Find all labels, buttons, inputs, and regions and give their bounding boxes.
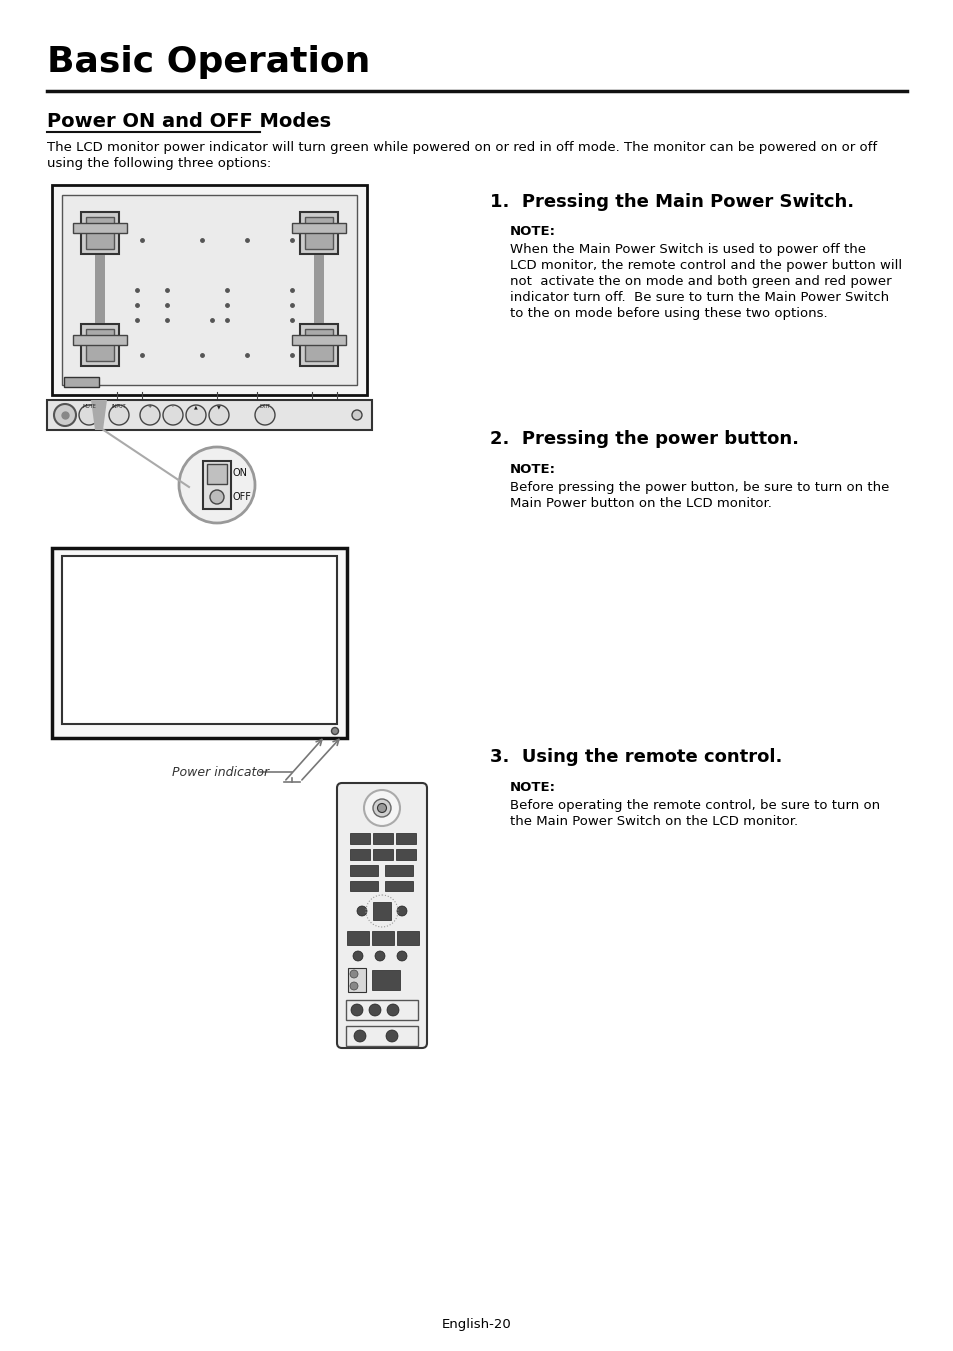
- Bar: [299, 324, 337, 366]
- Bar: [203, 461, 231, 509]
- Bar: [385, 865, 413, 875]
- Bar: [350, 834, 370, 844]
- Text: Before pressing the power button, be sure to turn on the: Before pressing the power button, be sur…: [510, 481, 888, 494]
- Circle shape: [396, 907, 407, 916]
- Bar: [347, 931, 369, 944]
- Circle shape: [387, 1004, 398, 1016]
- Circle shape: [209, 405, 229, 426]
- Text: -: -: [172, 404, 173, 409]
- Text: Basic Operation: Basic Operation: [47, 45, 370, 78]
- Bar: [305, 330, 333, 361]
- Bar: [73, 223, 127, 232]
- Text: Main Power button on the LCD monitor.: Main Power button on the LCD monitor.: [510, 497, 771, 509]
- Circle shape: [350, 982, 357, 990]
- Bar: [350, 848, 370, 861]
- Bar: [346, 1000, 417, 1020]
- Text: INPUT: INPUT: [112, 404, 126, 409]
- Bar: [73, 335, 127, 345]
- Circle shape: [373, 798, 391, 817]
- Circle shape: [356, 907, 367, 916]
- Bar: [292, 223, 346, 232]
- Circle shape: [54, 404, 76, 426]
- Circle shape: [140, 405, 160, 426]
- Bar: [52, 185, 367, 394]
- Bar: [95, 255, 105, 323]
- Bar: [305, 218, 333, 249]
- Text: ▼: ▼: [217, 404, 221, 409]
- Text: to the on mode before using these two options.: to the on mode before using these two op…: [510, 307, 827, 320]
- Text: Power ON and OFF Modes: Power ON and OFF Modes: [47, 112, 331, 131]
- Text: 1.  Pressing the Main Power Switch.: 1. Pressing the Main Power Switch.: [490, 193, 853, 211]
- Bar: [396, 931, 418, 944]
- Circle shape: [254, 405, 274, 426]
- Bar: [47, 400, 372, 430]
- Bar: [372, 931, 394, 944]
- Text: Before operating the remote control, be sure to turn on: Before operating the remote control, be …: [510, 798, 880, 812]
- Circle shape: [364, 790, 399, 825]
- Bar: [395, 848, 416, 861]
- Bar: [314, 255, 324, 323]
- Circle shape: [375, 951, 385, 961]
- FancyBboxPatch shape: [336, 784, 427, 1048]
- Circle shape: [350, 970, 357, 978]
- Circle shape: [353, 951, 363, 961]
- Text: indicator turn off.  Be sure to turn the Main Power Switch: indicator turn off. Be sure to turn the …: [510, 290, 888, 304]
- Bar: [373, 902, 391, 920]
- Polygon shape: [91, 400, 107, 430]
- Text: NOTE:: NOTE:: [510, 781, 556, 794]
- Circle shape: [109, 405, 129, 426]
- Bar: [346, 1025, 417, 1046]
- Text: ON: ON: [233, 467, 248, 478]
- Circle shape: [351, 1004, 363, 1016]
- Text: the Main Power Switch on the LCD monitor.: the Main Power Switch on the LCD monitor…: [510, 815, 798, 828]
- Bar: [81, 212, 119, 254]
- Text: EXIT: EXIT: [259, 404, 271, 409]
- Bar: [52, 549, 347, 738]
- Text: Power indicator: Power indicator: [172, 766, 269, 780]
- Circle shape: [352, 409, 361, 420]
- Bar: [62, 195, 356, 385]
- Bar: [385, 881, 413, 892]
- Bar: [348, 969, 366, 992]
- Circle shape: [377, 804, 386, 812]
- Circle shape: [79, 405, 99, 426]
- Text: using the following three options:: using the following three options:: [47, 157, 271, 170]
- Bar: [372, 970, 399, 990]
- Text: The LCD monitor power indicator will turn green while powered on or red in off m: The LCD monitor power indicator will tur…: [47, 141, 876, 154]
- Text: ▲: ▲: [193, 404, 197, 409]
- Bar: [373, 848, 393, 861]
- Circle shape: [179, 447, 254, 523]
- Text: 3.  Using the remote control.: 3. Using the remote control.: [490, 748, 781, 766]
- Circle shape: [210, 490, 224, 504]
- Text: English-20: English-20: [441, 1319, 512, 1331]
- Bar: [350, 881, 377, 892]
- Text: When the Main Power Switch is used to power off the: When the Main Power Switch is used to po…: [510, 243, 865, 255]
- Circle shape: [331, 727, 338, 735]
- Bar: [292, 335, 346, 345]
- Text: NOTE:: NOTE:: [510, 226, 556, 238]
- Bar: [86, 218, 113, 249]
- Bar: [350, 865, 377, 875]
- Text: not  activate the on mode and both green and red power: not activate the on mode and both green …: [510, 276, 891, 288]
- Bar: [373, 834, 393, 844]
- Text: MUTE: MUTE: [82, 404, 96, 409]
- Bar: [81, 324, 119, 366]
- Text: +: +: [148, 404, 152, 409]
- Bar: [299, 212, 337, 254]
- Text: 2.  Pressing the power button.: 2. Pressing the power button.: [490, 430, 799, 449]
- Circle shape: [369, 1004, 380, 1016]
- Bar: [207, 463, 227, 484]
- Circle shape: [396, 951, 407, 961]
- Circle shape: [386, 1029, 397, 1042]
- Bar: [395, 834, 416, 844]
- Text: OFF: OFF: [233, 492, 252, 503]
- Bar: [62, 557, 336, 724]
- Circle shape: [354, 1029, 366, 1042]
- Text: LCD monitor, the remote control and the power button will: LCD monitor, the remote control and the …: [510, 259, 902, 272]
- Text: NOTE:: NOTE:: [510, 463, 556, 476]
- Bar: [86, 330, 113, 361]
- Circle shape: [163, 405, 183, 426]
- Bar: [64, 377, 99, 386]
- Circle shape: [186, 405, 206, 426]
